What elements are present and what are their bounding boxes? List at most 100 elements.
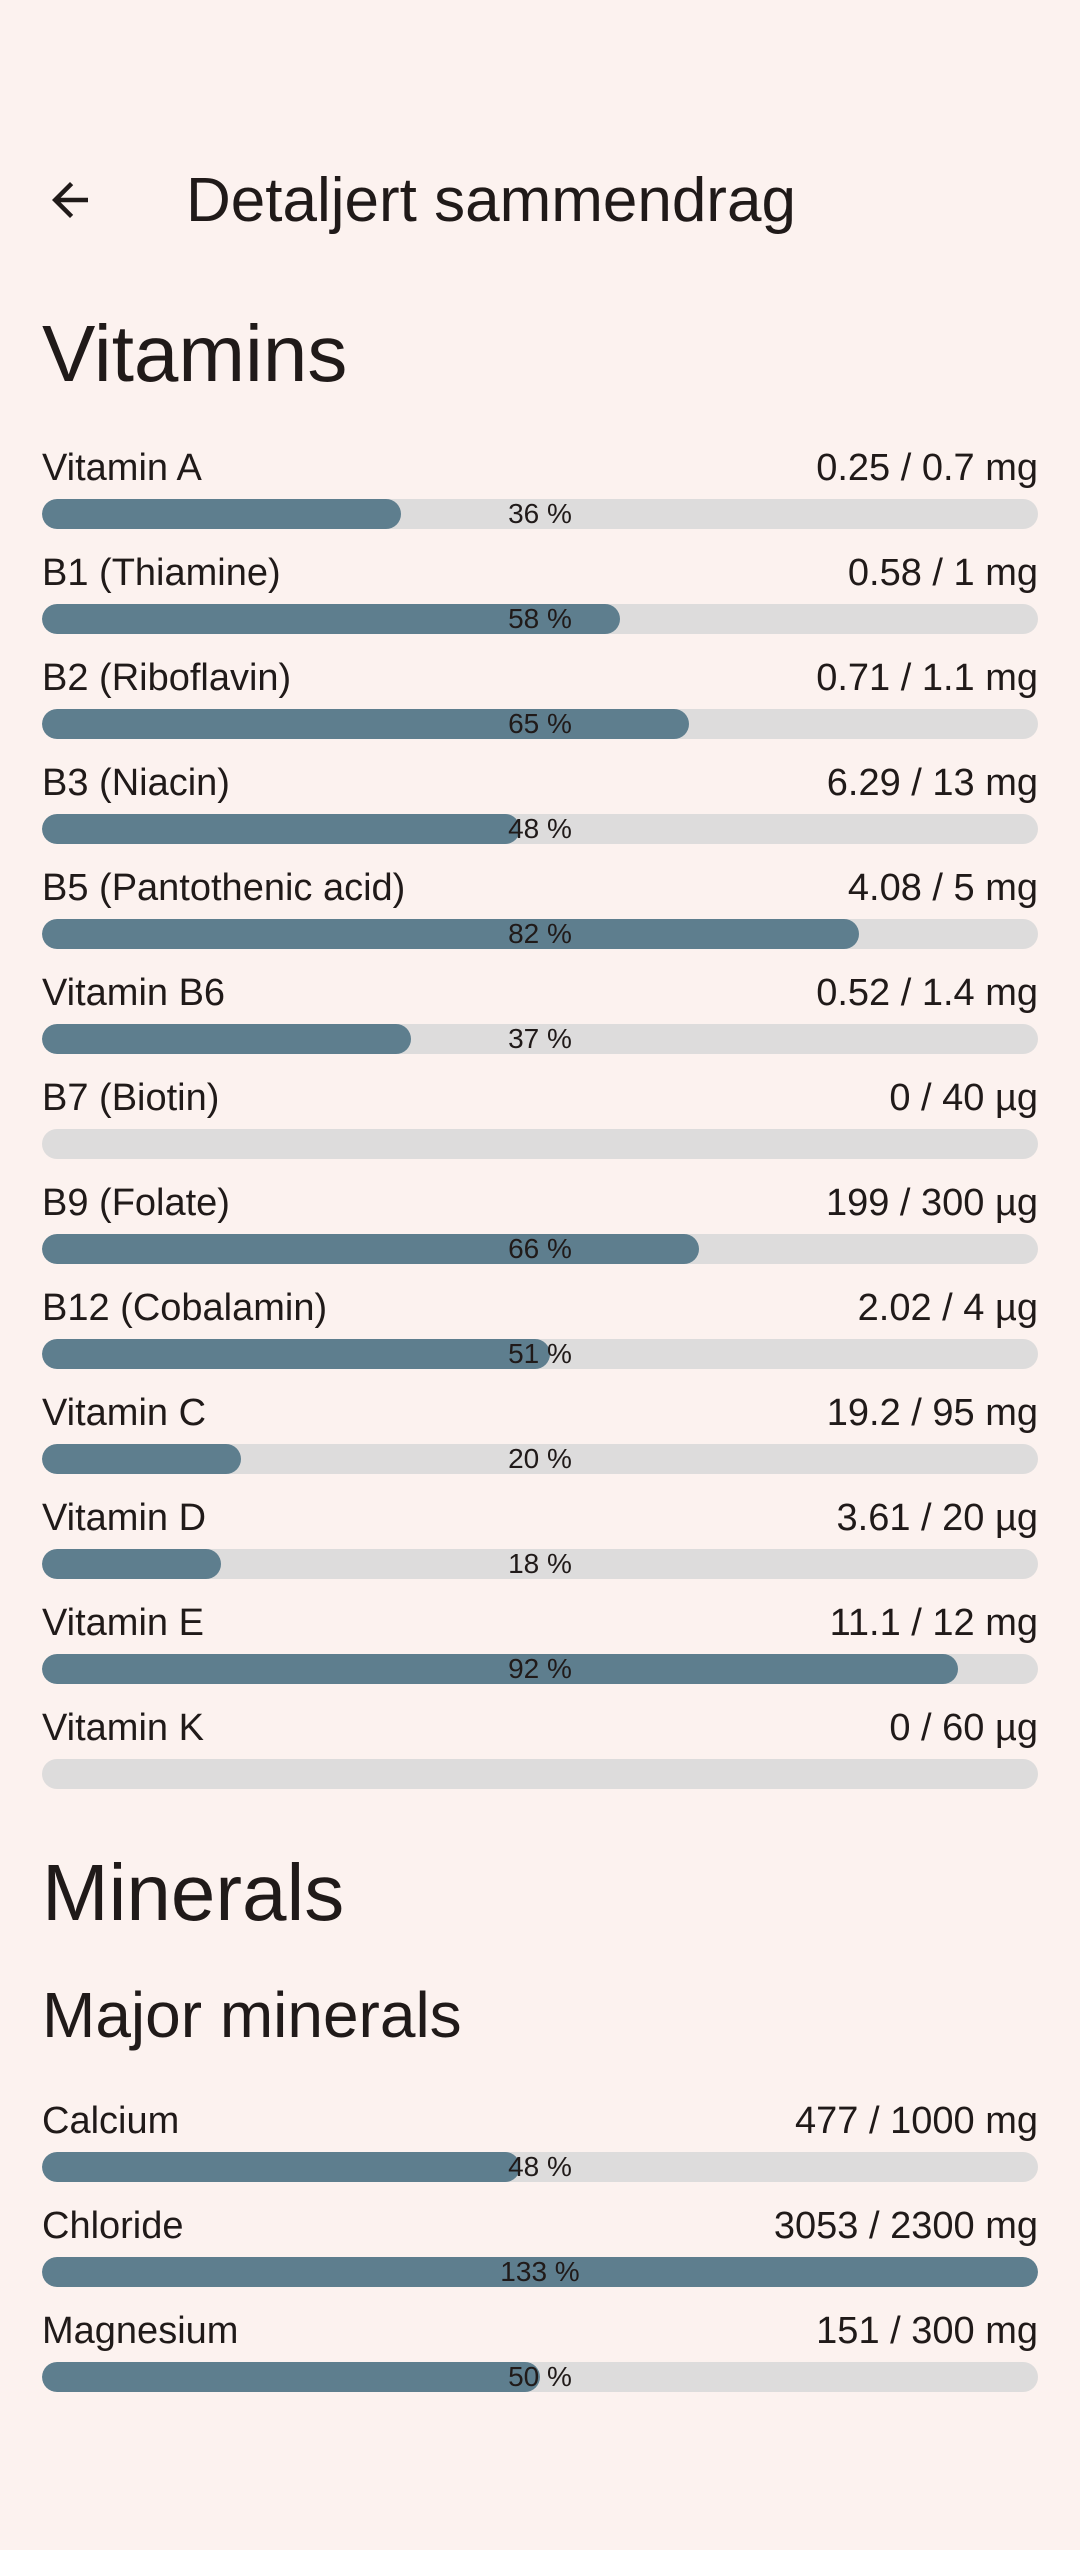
progress-percent-label: 66 % — [508, 1234, 572, 1264]
nutrient-row: B7 (Biotin) 0 / 40 µg — [42, 1072, 1038, 1159]
nutrient-value: 151 / 300 mg — [816, 2310, 1038, 2352]
progress-fill — [42, 2362, 540, 2392]
nutrient-row: B1 (Thiamine) 0.58 / 1 mg 58 % — [42, 547, 1038, 634]
nutrient-label: Magnesium — [42, 2310, 239, 2352]
nutrient-row: Calcium 477 / 1000 mg 48 % — [42, 2095, 1038, 2182]
nutrient-row-header: Vitamin E 11.1 / 12 mg — [42, 1597, 1038, 1649]
nutrient-row-header: Chloride 3053 / 2300 mg — [42, 2200, 1038, 2252]
nutrient-value: 19.2 / 95 mg — [826, 1392, 1038, 1434]
nutrient-row-header: Vitamin K 0 / 60 µg — [42, 1702, 1038, 1754]
scroll-content[interactable]: Vitamins Vitamin A 0.25 / 0.7 mg 36 % B1 (Th… — [0, 310, 1080, 2392]
nutrient-label: B12 (Cobalamin) — [42, 1287, 328, 1329]
progress-bar: 58 % — [42, 604, 1038, 634]
nutrient-value: 0 / 60 µg — [889, 1707, 1038, 1749]
section-heading-minerals: Minerals — [42, 1848, 345, 1937]
progress-bar: 18 % — [42, 1549, 1038, 1579]
nutrient-row-header: Vitamin B6 0.52 / 1.4 mg — [42, 967, 1038, 1019]
nutrient-row: Vitamin B6 0.52 / 1.4 mg 37 % — [42, 967, 1038, 1054]
progress-fill — [42, 1234, 700, 1264]
progress-percent-label: 48 % — [508, 814, 572, 844]
progress-bar: 50 % — [42, 2362, 1038, 2392]
progress-bar: 37 % — [42, 1024, 1038, 1054]
progress-percent-label: 48 % — [508, 2152, 572, 2182]
nutrient-label: Vitamin B6 — [42, 972, 226, 1014]
section-heading-vitamins: Vitamins — [42, 309, 348, 398]
back-arrow-icon — [43, 173, 97, 227]
nutrient-label: Vitamin E — [42, 1602, 204, 1644]
nutrient-row-header: B5 (Pantothenic acid) 4.08 / 5 mg — [42, 862, 1038, 914]
progress-bar: 65 % — [42, 709, 1038, 739]
nutrient-row-header: Calcium 477 / 1000 mg — [42, 2095, 1038, 2147]
nutrient-value: 477 / 1000 mg — [795, 2100, 1038, 2142]
nutrient-row-header: B2 (Riboflavin) 0.71 / 1.1 mg — [42, 652, 1038, 704]
nutrient-value: 0.58 / 1 mg — [847, 552, 1038, 594]
nutrient-value: 199 / 300 µg — [825, 1182, 1038, 1224]
progress-fill — [42, 919, 859, 949]
progress-percent-label: 65 % — [508, 709, 572, 739]
progress-fill — [42, 1024, 411, 1054]
progress-fill — [42, 1339, 550, 1369]
nutrient-row: Vitamin D 3.61 / 20 µg 18 % — [42, 1492, 1038, 1579]
nutrient-value: 3053 / 2300 mg — [773, 2205, 1038, 2247]
nutrient-value: 2.02 / 4 µg — [857, 1287, 1038, 1329]
nutrient-value: 0.25 / 0.7 mg — [816, 447, 1038, 489]
nutrient-label: B5 (Pantothenic acid) — [42, 867, 406, 909]
nutrient-row: Vitamin A 0.25 / 0.7 mg 36 % — [42, 442, 1038, 529]
nutrient-value: 6.29 / 13 mg — [826, 762, 1038, 804]
nutrient-value: 4.08 / 5 mg — [847, 867, 1038, 909]
nutrient-label: Calcium — [42, 2100, 180, 2142]
nutrient-value: 3.61 / 20 µg — [836, 1497, 1039, 1539]
screen: Detaljert sammendrag Vitamins Vitamin A 0.… — [0, 150, 1080, 2550]
nutrient-label: B2 (Riboflavin) — [42, 657, 292, 699]
progress-percent-label: 20 % — [508, 1444, 572, 1474]
progress-bar: 20 % — [42, 1444, 1038, 1474]
progress-percent-label: 58 % — [508, 604, 572, 634]
nutrient-row-header: Vitamin C 19.2 / 95 mg — [42, 1387, 1038, 1439]
nutrient-value: 11.1 / 12 mg — [829, 1602, 1038, 1644]
nutrient-label: B9 (Folate) — [42, 1182, 230, 1224]
progress-percent-label: 133 % — [500, 2257, 580, 2287]
nutrient-row: B2 (Riboflavin) 0.71 / 1.1 mg 65 % — [42, 652, 1038, 739]
nutrient-row: B3 (Niacin) 6.29 / 13 mg 48 % — [42, 757, 1038, 844]
progress-percent-label — [42, 1129, 1038, 1159]
progress-fill — [42, 1654, 959, 1684]
nutrient-row: Chloride 3053 / 2300 mg 133 % — [42, 2200, 1038, 2287]
nutrient-list: Calcium 477 / 1000 mg 48 % Chloride 3053 / 2… — [42, 2095, 1038, 2392]
progress-fill — [42, 499, 401, 529]
progress-percent-label: 50 % — [508, 2362, 572, 2392]
progress-percent-label: 51 % — [508, 1339, 572, 1369]
progress-bar: 51 % — [42, 1339, 1038, 1369]
progress-bar: 133 % — [42, 2257, 1038, 2287]
progress-fill — [42, 1444, 242, 1474]
progress-bar: 48 % — [42, 814, 1038, 844]
nutrient-label: Vitamin K — [42, 1707, 204, 1749]
progress-bar: 66 % — [42, 1234, 1038, 1264]
section-heading-major-minerals: Major minerals — [42, 1979, 462, 2051]
nutrient-label: Vitamin D — [42, 1497, 207, 1539]
progress-bar — [42, 1129, 1038, 1159]
progress-bar: 48 % — [42, 2152, 1038, 2182]
app-bar: Detaljert sammendrag — [42, 150, 1038, 250]
progress-bar: 36 % — [42, 499, 1038, 529]
progress-percent-label: 18 % — [508, 1549, 572, 1579]
progress-percent-label: 92 % — [508, 1654, 572, 1684]
progress-fill — [42, 709, 690, 739]
progress-percent-label: 37 % — [508, 1024, 572, 1054]
nutrient-row-header: B1 (Thiamine) 0.58 / 1 mg — [42, 547, 1038, 599]
progress-fill — [42, 1549, 222, 1579]
nutrient-label: B3 (Niacin) — [42, 762, 230, 804]
nutrient-row-header: Vitamin A 0.25 / 0.7 mg — [42, 442, 1038, 494]
back-button[interactable] — [42, 172, 98, 228]
nutrient-row-header: Vitamin D 3.61 / 20 µg — [42, 1492, 1038, 1544]
nutrient-row: B5 (Pantothenic acid) 4.08 / 5 mg 82 % — [42, 862, 1038, 949]
nutrient-label: B1 (Thiamine) — [42, 552, 281, 594]
nutrient-label: Vitamin A — [42, 447, 202, 489]
nutrient-row-header: B3 (Niacin) 6.29 / 13 mg — [42, 757, 1038, 809]
progress-percent-label: 82 % — [508, 919, 572, 949]
nutrient-row: B9 (Folate) 199 / 300 µg 66 % — [42, 1177, 1038, 1264]
page-title: Detaljert sammendrag — [186, 165, 796, 235]
nutrient-row: B12 (Cobalamin) 2.02 / 4 µg 51 % — [42, 1282, 1038, 1369]
progress-fill — [42, 814, 521, 844]
nutrient-row-header: B12 (Cobalamin) 2.02 / 4 µg — [42, 1282, 1038, 1334]
nutrient-row: Vitamin K 0 / 60 µg — [42, 1702, 1038, 1789]
